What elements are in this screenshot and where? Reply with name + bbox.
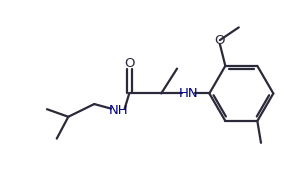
Text: NH: NH: [109, 104, 129, 117]
Text: O: O: [215, 34, 225, 47]
Text: O: O: [124, 57, 135, 70]
Text: HN: HN: [179, 87, 199, 100]
